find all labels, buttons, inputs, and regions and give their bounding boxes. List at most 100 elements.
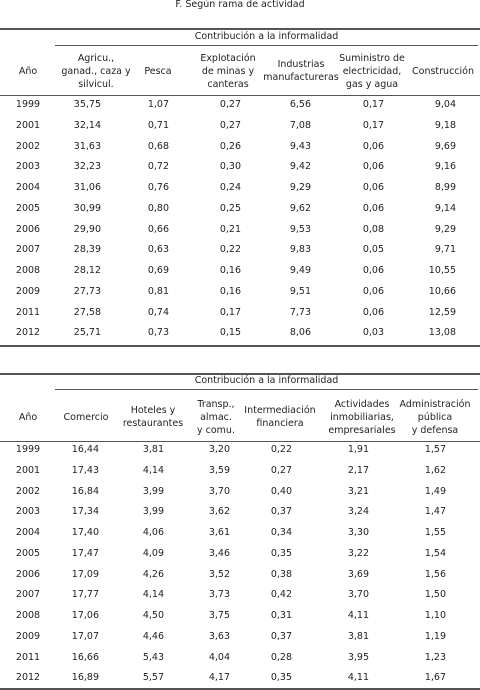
value-cell: 1,49 (424, 485, 446, 497)
value-cell: 0,40 (270, 485, 292, 497)
year-cell: 2004 (15, 527, 41, 538)
value-cell: 28,12 (73, 265, 101, 276)
group-rule (55, 389, 478, 390)
value-cell: 31,63 (73, 140, 101, 152)
value-cell: 12,59 (428, 306, 456, 318)
column-header: Administración (399, 398, 471, 410)
column-header: y defensa (411, 424, 459, 436)
value-cell: 4,14 (142, 464, 164, 476)
value-cell: 17,07 (71, 630, 99, 642)
value-cell: 0,06 (362, 161, 384, 173)
value-cell: 4,09 (142, 547, 164, 559)
value-cell: 4,06 (142, 527, 164, 538)
value-cell: 9,69 (434, 140, 456, 152)
value-cell: 9,18 (434, 119, 456, 131)
value-cell: 9,51 (289, 285, 311, 297)
value-cell: 17,34 (71, 506, 99, 518)
value-cell: 3,99 (142, 485, 164, 497)
year-cell: 2006 (15, 568, 41, 580)
year-cell: 2007 (15, 244, 41, 256)
table-top-rule (0, 28, 480, 30)
column-header: Año (18, 65, 38, 77)
year-cell: 1999 (15, 444, 41, 455)
value-cell: 30,99 (73, 202, 101, 214)
year-cell: 2006 (15, 223, 41, 235)
year-cell: 2003 (15, 506, 41, 518)
column-header: Agricu., (77, 52, 115, 64)
value-cell: 27,58 (73, 306, 101, 318)
value-cell: 2,17 (347, 464, 369, 476)
value-cell: 13,08 (428, 327, 456, 339)
column-header: inmobiliarias, (330, 411, 394, 423)
value-cell: 5,43 (142, 651, 164, 663)
value-cell: 0,27 (270, 464, 292, 476)
value-cell: 31,06 (73, 182, 101, 193)
value-cell: 35,75 (73, 99, 101, 110)
header-rule (0, 95, 480, 96)
value-cell: 0,28 (270, 651, 292, 663)
value-cell: 3,24 (347, 506, 369, 518)
value-cell: 3,52 (208, 568, 230, 580)
value-cell: 0,21 (219, 223, 241, 235)
value-cell: 7,73 (289, 306, 311, 318)
value-cell: 0,37 (270, 630, 292, 642)
column-header: pública (417, 411, 453, 423)
value-cell: 0,35 (270, 547, 292, 559)
value-cell: 16,66 (71, 651, 99, 663)
value-cell: 0,35 (270, 672, 292, 684)
value-cell: 17,47 (71, 547, 99, 559)
year-cell: 2009 (15, 630, 41, 642)
column-header: manufactureras (263, 72, 339, 83)
value-cell: 9,29 (289, 182, 311, 193)
value-cell: 3,30 (347, 527, 369, 538)
value-cell: 1,55 (424, 527, 446, 538)
value-cell: 0,17 (219, 306, 241, 318)
value-cell: 10,55 (428, 265, 456, 276)
value-cell: 3,95 (347, 651, 369, 663)
group-rule (55, 45, 478, 46)
value-cell: 1,10 (424, 610, 446, 621)
value-cell: 4,11 (347, 672, 369, 684)
value-cell: 9,29 (434, 223, 456, 235)
value-cell: 9,04 (434, 99, 456, 110)
value-cell: 0,66 (147, 223, 169, 235)
column-header: restaurantes (122, 418, 184, 429)
value-cell: 4,14 (142, 589, 164, 601)
table-top-rule (0, 373, 480, 375)
value-cell: 3,75 (208, 610, 230, 621)
value-cell: 25,71 (73, 327, 101, 339)
value-cell: 4,17 (208, 672, 230, 684)
column-header: Comercio (63, 411, 109, 423)
value-cell: 3,62 (208, 506, 230, 518)
column-header: ganad., caza y (61, 65, 131, 77)
value-cell: 0,16 (219, 285, 241, 297)
year-cell: 1999 (15, 99, 41, 110)
value-cell: 1,62 (424, 464, 446, 476)
year-cell: 2011 (15, 651, 41, 663)
value-cell: 0,15 (219, 327, 241, 339)
table-bottom-rule (0, 688, 480, 690)
year-cell: 2012 (15, 672, 41, 684)
year-cell: 2001 (15, 119, 41, 131)
value-cell: 0,17 (362, 119, 384, 131)
value-cell: 5,57 (142, 672, 164, 684)
column-header: Suministro de (339, 52, 405, 64)
value-cell: 3,99 (142, 506, 164, 518)
value-cell: 3,61 (208, 527, 230, 538)
value-cell: 8,99 (434, 182, 456, 193)
value-cell: 3,81 (347, 630, 369, 642)
year-cell: 2007 (15, 589, 41, 601)
value-cell: 16,84 (71, 485, 99, 497)
value-cell: 1,56 (424, 568, 446, 580)
value-cell: 0,69 (147, 265, 169, 276)
column-header: almac. (200, 411, 232, 423)
year-cell: 2003 (15, 161, 41, 173)
table-bottom-rule (0, 345, 480, 347)
value-cell: 4,46 (142, 630, 164, 642)
value-cell: 3,69 (347, 568, 369, 580)
value-cell: 1,91 (347, 444, 369, 455)
value-cell: 3,70 (347, 589, 369, 601)
value-cell: 0,30 (219, 161, 241, 173)
value-cell: 0,06 (362, 182, 384, 193)
value-cell: 4,26 (142, 568, 164, 580)
